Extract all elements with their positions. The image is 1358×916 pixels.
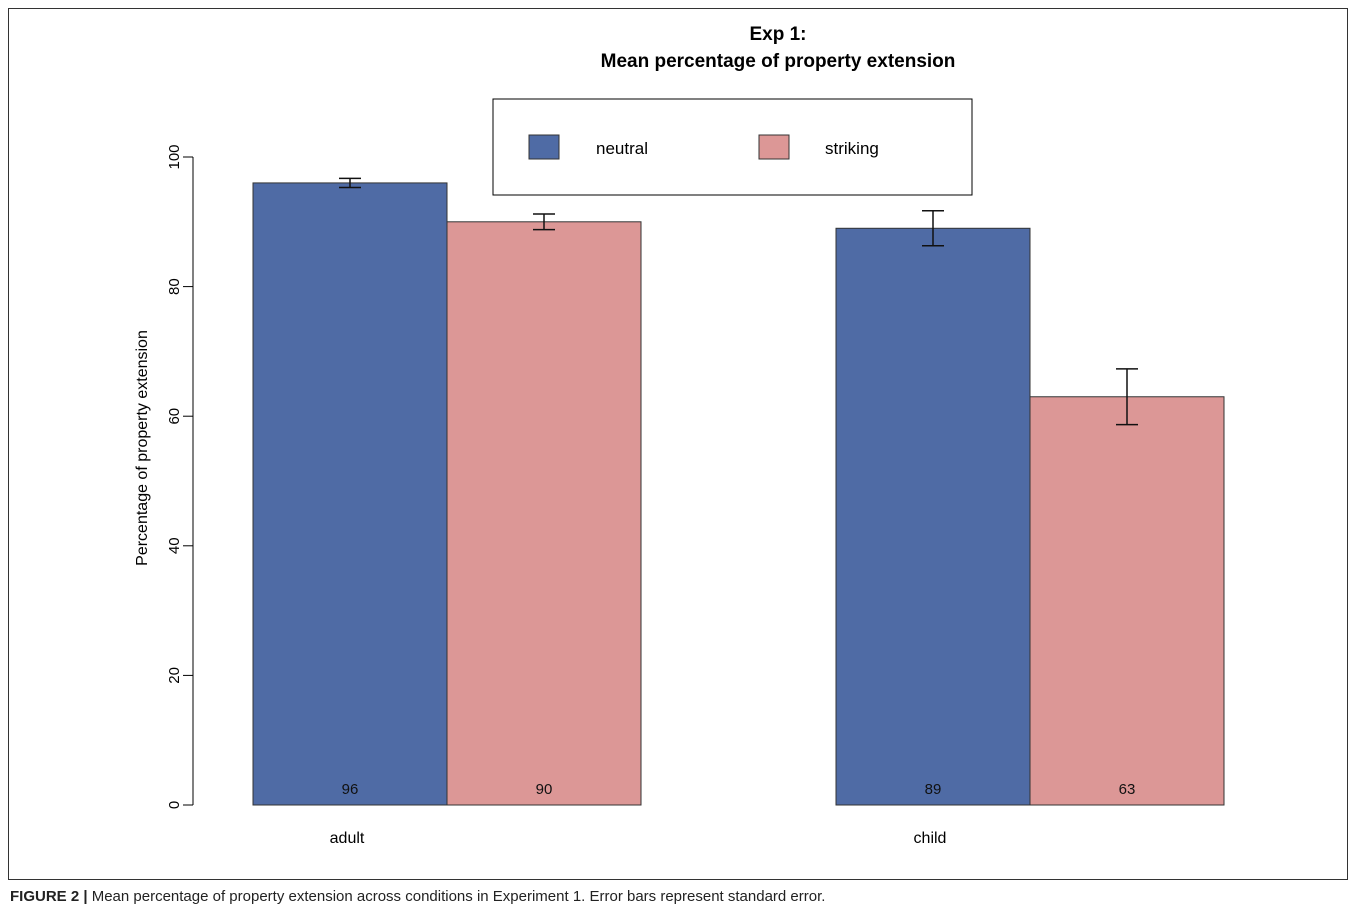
legend-swatch <box>758 134 790 160</box>
y-axis: 0 20 40 60 80 100 <box>166 144 194 809</box>
y-tick-label: 60 <box>166 408 183 425</box>
y-tick-label: 20 <box>166 667 183 684</box>
chart-title-line1: Exp 1: <box>749 24 806 45</box>
x-tick-label: adult <box>330 830 365 847</box>
bar-value-label: 89 <box>925 781 942 798</box>
caption-text: Mean percentage of property extension ac… <box>87 888 826 905</box>
y-tick-label: 80 <box>166 278 183 295</box>
y-tick-label: 40 <box>166 537 183 554</box>
bar <box>446 221 642 806</box>
bar <box>1029 396 1225 806</box>
bar-chart: Exp 1: Mean percentage of property exten… <box>134 24 1225 847</box>
bar <box>252 182 448 806</box>
bars: 96 90 89 63 <box>252 177 1225 806</box>
bar <box>835 227 1031 806</box>
bar-value-label: 96 <box>342 781 359 798</box>
legend-box <box>492 98 973 196</box>
figure-caption: FIGURE 2 | Mean percentage of property e… <box>10 888 825 905</box>
legend-swatch <box>528 134 560 160</box>
caption-label: FIGURE 2 | <box>10 888 88 905</box>
legend-label: neutral <box>596 139 648 158</box>
x-axis-labels: adult child <box>330 830 947 847</box>
y-axis-label: Percentage of property extension <box>134 330 151 566</box>
bar-value-label: 90 <box>536 781 553 798</box>
y-tick-label: 100 <box>166 144 183 169</box>
legend: neutral striking <box>492 98 973 196</box>
bar-value-label: 63 <box>1119 781 1136 798</box>
legend-label: striking <box>825 139 879 158</box>
x-tick-label: child <box>914 830 947 847</box>
y-tick-label: 0 <box>166 801 183 809</box>
chart-title-line2: Mean percentage of property extension <box>601 51 956 72</box>
